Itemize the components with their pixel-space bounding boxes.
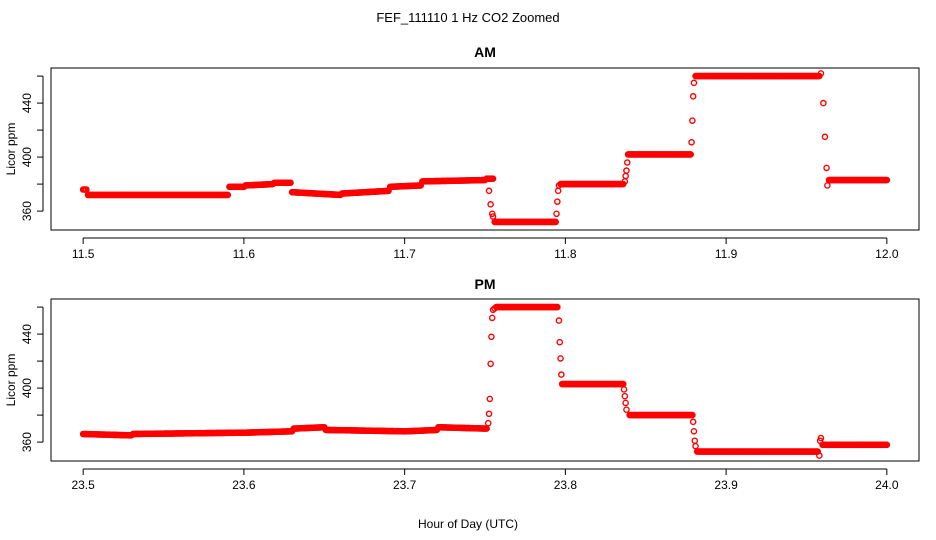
data-point xyxy=(623,167,630,174)
figure-title: FEF_111110 1 Hz CO2 Zoomed xyxy=(376,10,559,25)
data-point xyxy=(555,182,563,189)
panel-pm-y-tick-label: 360 xyxy=(20,432,34,452)
panel-pm-x-tick-label: 23.5 xyxy=(71,478,95,492)
panel-pm: PM Licor ppm 23.5 23.6 23.7 23.8 23.9 24.0 360… xyxy=(4,276,920,492)
panel-am-x-tick-label: 12.0 xyxy=(875,247,899,261)
panel-am-series xyxy=(79,70,891,226)
data-point xyxy=(489,175,497,182)
data-point xyxy=(692,442,699,450)
data-point xyxy=(555,317,563,324)
data-point xyxy=(623,159,631,166)
data-point xyxy=(620,386,628,393)
panel-pm-x-tick-label: 23.7 xyxy=(393,478,417,492)
data-point xyxy=(488,314,496,322)
panel-pm-x-tick-label: 23.6 xyxy=(232,478,256,492)
data-point xyxy=(487,201,494,208)
data-point xyxy=(554,303,561,311)
data-point xyxy=(623,406,630,414)
panel-am-x-tick-label: 11.5 xyxy=(72,247,95,261)
data-point xyxy=(556,338,564,346)
data-point xyxy=(485,410,493,418)
panel-pm-y-tick-label: 400 xyxy=(20,378,34,398)
data-point xyxy=(690,427,698,435)
data-point xyxy=(691,437,699,445)
panel-am-x-tick-label: 11.9 xyxy=(715,247,738,261)
data-point xyxy=(689,117,696,124)
panel-am-y-tick-label: 360 xyxy=(20,201,34,221)
panel-am-title: AM xyxy=(474,44,496,60)
data-point xyxy=(553,210,560,218)
panel-am-y-axis-label: Licor ppm xyxy=(4,123,18,176)
panel-am-frame xyxy=(50,67,920,231)
data-point xyxy=(489,213,497,220)
data-point xyxy=(487,360,494,368)
data-point xyxy=(690,79,698,87)
data-point xyxy=(821,133,829,141)
data-point xyxy=(558,371,565,378)
panel-pm-series xyxy=(79,303,891,459)
data-point xyxy=(824,182,831,189)
panel-am: AM Licor ppm 11.5 11.6 11.7 11.8 11.9 12.0 360… xyxy=(4,44,920,261)
data-point xyxy=(687,151,695,158)
panel-am-x-tick-label: 11.6 xyxy=(233,247,256,261)
data-point xyxy=(816,452,823,459)
data-point xyxy=(689,93,697,100)
panel-pm-y-tick-label: 440 xyxy=(20,324,34,344)
panel-am-y-tick-label: 400 xyxy=(20,147,34,167)
data-point xyxy=(554,187,562,195)
data-point xyxy=(883,441,891,449)
figure-x-axis-label: Hour of Day (UTC) xyxy=(418,517,518,531)
data-point xyxy=(552,218,560,226)
data-point xyxy=(820,99,827,107)
panel-pm-x-tick-label: 23.8 xyxy=(554,478,578,492)
panel-pm-x-tick-label: 23.9 xyxy=(714,478,738,492)
data-point xyxy=(557,355,564,362)
panel-am-y-tick-label: 440 xyxy=(20,93,34,113)
data-point xyxy=(491,305,498,312)
panel-am-x-tick-label: 11.7 xyxy=(393,247,416,261)
data-point xyxy=(622,172,629,180)
data-point xyxy=(622,399,629,407)
data-point xyxy=(486,395,494,403)
data-point xyxy=(554,198,561,205)
data-point xyxy=(224,191,232,199)
data-point xyxy=(485,187,493,195)
data-point xyxy=(621,392,629,400)
data-point xyxy=(688,138,695,146)
data-point xyxy=(823,164,830,172)
data-point xyxy=(817,70,825,77)
data-point xyxy=(817,434,825,442)
data-point xyxy=(689,418,697,426)
data-point xyxy=(488,333,495,341)
data-point xyxy=(883,176,891,184)
panel-am-x-tick-label: 11.8 xyxy=(554,247,577,261)
data-point xyxy=(484,419,492,427)
panel-pm-x-tick-label: 24.0 xyxy=(875,478,899,492)
panel-pm-y-axis-label: Licor ppm xyxy=(4,354,18,407)
panel-pm-title: PM xyxy=(475,276,496,292)
panel-pm-frame xyxy=(50,298,920,462)
data-point xyxy=(287,179,294,187)
data-point xyxy=(689,411,696,419)
